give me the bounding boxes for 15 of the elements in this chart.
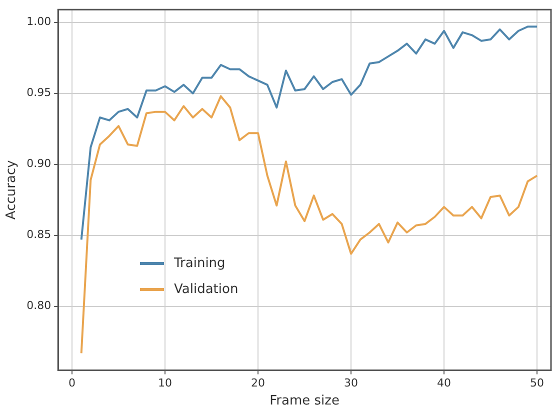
x-tick-label: 20 bbox=[251, 376, 266, 390]
x-tick-label: 50 bbox=[530, 376, 544, 390]
y-tick-label: 0.80 bbox=[26, 299, 52, 312]
x-tick-label: 30 bbox=[344, 376, 358, 390]
y-axis-title: Accuracy bbox=[4, 160, 20, 220]
legend-label: Training bbox=[174, 256, 226, 270]
x-tick-label: 40 bbox=[437, 376, 452, 390]
legend-label: Validation bbox=[174, 282, 238, 296]
y-tick-label: 1.00 bbox=[26, 15, 52, 28]
y-tick-label: 0.85 bbox=[26, 228, 52, 242]
x-tick-label: 0 bbox=[68, 376, 76, 390]
x-axis-title: Frame size bbox=[270, 394, 340, 409]
x-tick-label: 10 bbox=[158, 376, 172, 390]
y-tick-label: 0.95 bbox=[26, 86, 52, 100]
y-tick-label: 0.90 bbox=[26, 157, 52, 170]
